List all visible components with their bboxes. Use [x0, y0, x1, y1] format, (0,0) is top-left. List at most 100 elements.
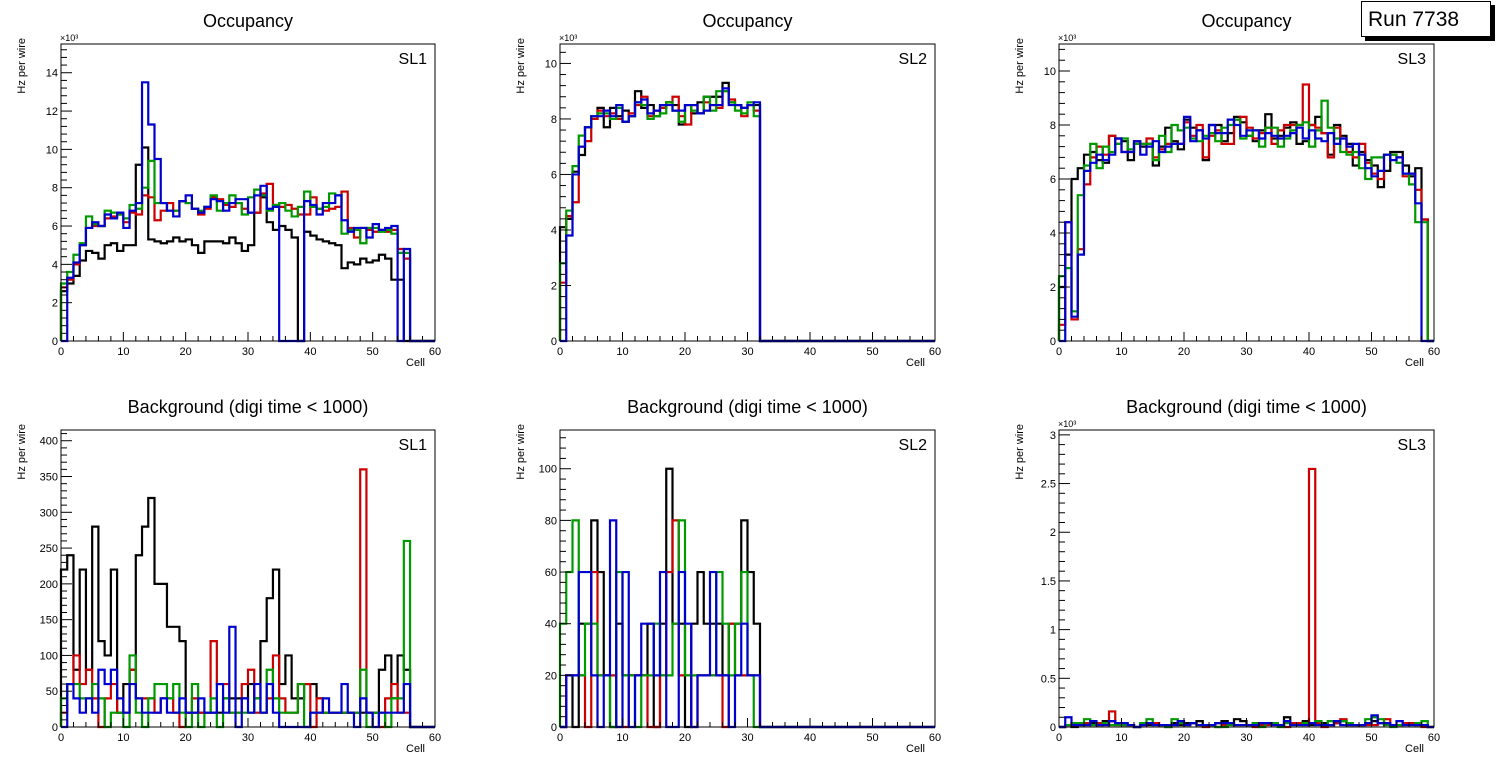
y-tick-label: 8	[551, 114, 557, 126]
y-tick-label: 6	[52, 221, 58, 233]
chart-title: Occupancy	[203, 11, 293, 31]
x-axis-label: Cell	[906, 357, 925, 369]
x-tick-label: 50	[1365, 732, 1377, 744]
y-tick-label: 2	[551, 280, 557, 292]
x-tick-label: 10	[1115, 732, 1127, 744]
y-tick-label: 2	[1050, 527, 1056, 539]
y-axis-label: Hz per wire	[515, 38, 527, 94]
y-tick-label: 12	[46, 106, 58, 118]
y-tick-label: 300	[40, 507, 58, 519]
y-tick-label: 6	[1050, 174, 1056, 186]
y-tick-label: 50	[46, 686, 58, 698]
x-tick-label: 30	[1240, 346, 1252, 358]
chart-title: Background (digi time < 1000)	[1126, 397, 1367, 417]
x-tick-label: 10	[616, 732, 628, 744]
superlayer-label: SL1	[399, 51, 428, 68]
x-tick-label: 60	[429, 732, 441, 744]
chart-title: Occupancy	[1201, 11, 1291, 31]
series-blue	[61, 81, 435, 343]
x-tick-label: 20	[180, 346, 192, 358]
superlayer-label: SL2	[899, 51, 928, 68]
y-tick-label: 0	[551, 722, 557, 734]
superlayer-label: SL1	[399, 437, 428, 454]
y-axis-label: Hz per wire	[16, 38, 28, 94]
y-tick-label: 200	[40, 579, 58, 591]
y-tick-label: 4	[551, 225, 557, 237]
series-green	[558, 90, 935, 343]
y-tick-label: 0	[1050, 336, 1056, 348]
y-tick-label: 250	[40, 543, 58, 555]
x-tick-label: 0	[557, 732, 563, 744]
y-exponent-label: ×10³	[60, 33, 78, 43]
x-tick-label: 0	[58, 346, 64, 358]
y-tick-label: 0.5	[1041, 673, 1056, 685]
series-red	[558, 90, 935, 343]
chart-title: Background (digi time < 1000)	[128, 397, 369, 417]
x-tick-label: 60	[929, 346, 941, 358]
series-blue	[1059, 115, 1434, 343]
x-tick-label: 40	[304, 732, 316, 744]
x-tick-label: 40	[804, 732, 816, 744]
y-exponent-label: ×10³	[559, 33, 577, 43]
x-tick-label: 60	[429, 346, 441, 358]
x-tick-label: 20	[679, 732, 691, 744]
x-tick-label: 10	[616, 346, 628, 358]
chart-title: Occupancy	[702, 11, 792, 31]
chart-occ-sl2: Occupancy 0 10 20 30 40 50 60 0 2 4 6 8 10 ×10³ Cell Hz …	[515, 11, 941, 369]
x-tick-label: 50	[866, 732, 878, 744]
x-axis-label: Cell	[1405, 743, 1424, 755]
y-tick-label: 0	[551, 336, 557, 348]
superlayer-label: SL3	[1398, 51, 1427, 68]
y-tick-label: 0	[52, 722, 58, 734]
x-tick-label: 0	[557, 346, 563, 358]
x-tick-label: 30	[741, 732, 753, 744]
y-tick-label: 8	[52, 183, 58, 195]
x-tick-label: 30	[741, 346, 753, 358]
y-tick-label: 2	[1050, 282, 1056, 294]
x-tick-label: 40	[304, 346, 316, 358]
x-tick-label: 50	[367, 346, 379, 358]
x-tick-label: 30	[242, 346, 254, 358]
y-tick-label: 10	[46, 144, 58, 156]
y-tick-label: 10	[1044, 66, 1056, 78]
series-red	[1057, 83, 1434, 343]
x-tick-label: 20	[180, 732, 192, 744]
x-tick-label: 60	[929, 732, 941, 744]
x-tick-label: 40	[1303, 732, 1315, 744]
chart-title: Background (digi time < 1000)	[627, 397, 868, 417]
plot-frame	[1058, 429, 1435, 728]
x-axis-label: Cell	[1405, 357, 1424, 369]
y-axis-label: Hz per wire	[515, 424, 527, 480]
x-tick-label: 10	[117, 346, 129, 358]
series-red	[1059, 467, 1434, 729]
y-tick-label: 1.5	[1041, 576, 1056, 588]
y-tick-label: 4	[52, 259, 58, 271]
y-axis-label: Hz per wire	[16, 424, 28, 480]
y-axis-label: Hz per wire	[1014, 424, 1026, 480]
y-tick-label: 80	[545, 515, 557, 527]
x-tick-label: 20	[1178, 346, 1190, 358]
chart-bkg-sl3: Background (digi time < 1000)0 10 20 30 40 50…	[1014, 397, 1440, 755]
chart-occ-sl1: Occupancy 0 10 20 30 40 50 60 0 2 4 6 8 10 12 14 ×10³ Cel…	[16, 11, 441, 369]
y-exponent-label: ×10³	[1058, 33, 1076, 43]
series-black	[59, 146, 435, 343]
y-tick-label: 40	[545, 619, 557, 631]
y-tick-label: 400	[40, 436, 58, 448]
x-tick-label: 50	[1365, 346, 1377, 358]
plot-frame	[1058, 43, 1435, 342]
y-tick-label: 1	[1050, 625, 1056, 637]
y-exponent-label: ×10³	[1058, 419, 1076, 429]
y-tick-label: 3	[1050, 430, 1056, 442]
superlayer-label: SL3	[1398, 437, 1427, 454]
x-tick-label: 50	[367, 732, 379, 744]
x-axis-label: Cell	[406, 357, 425, 369]
y-tick-label: 6	[551, 169, 557, 181]
x-tick-label: 60	[1428, 732, 1440, 744]
x-tick-label: 50	[866, 346, 878, 358]
y-tick-label: 20	[545, 670, 557, 682]
y-tick-label: 150	[40, 615, 58, 627]
series-black	[558, 81, 935, 343]
series-blue	[560, 87, 935, 343]
x-tick-label: 30	[1240, 732, 1252, 744]
